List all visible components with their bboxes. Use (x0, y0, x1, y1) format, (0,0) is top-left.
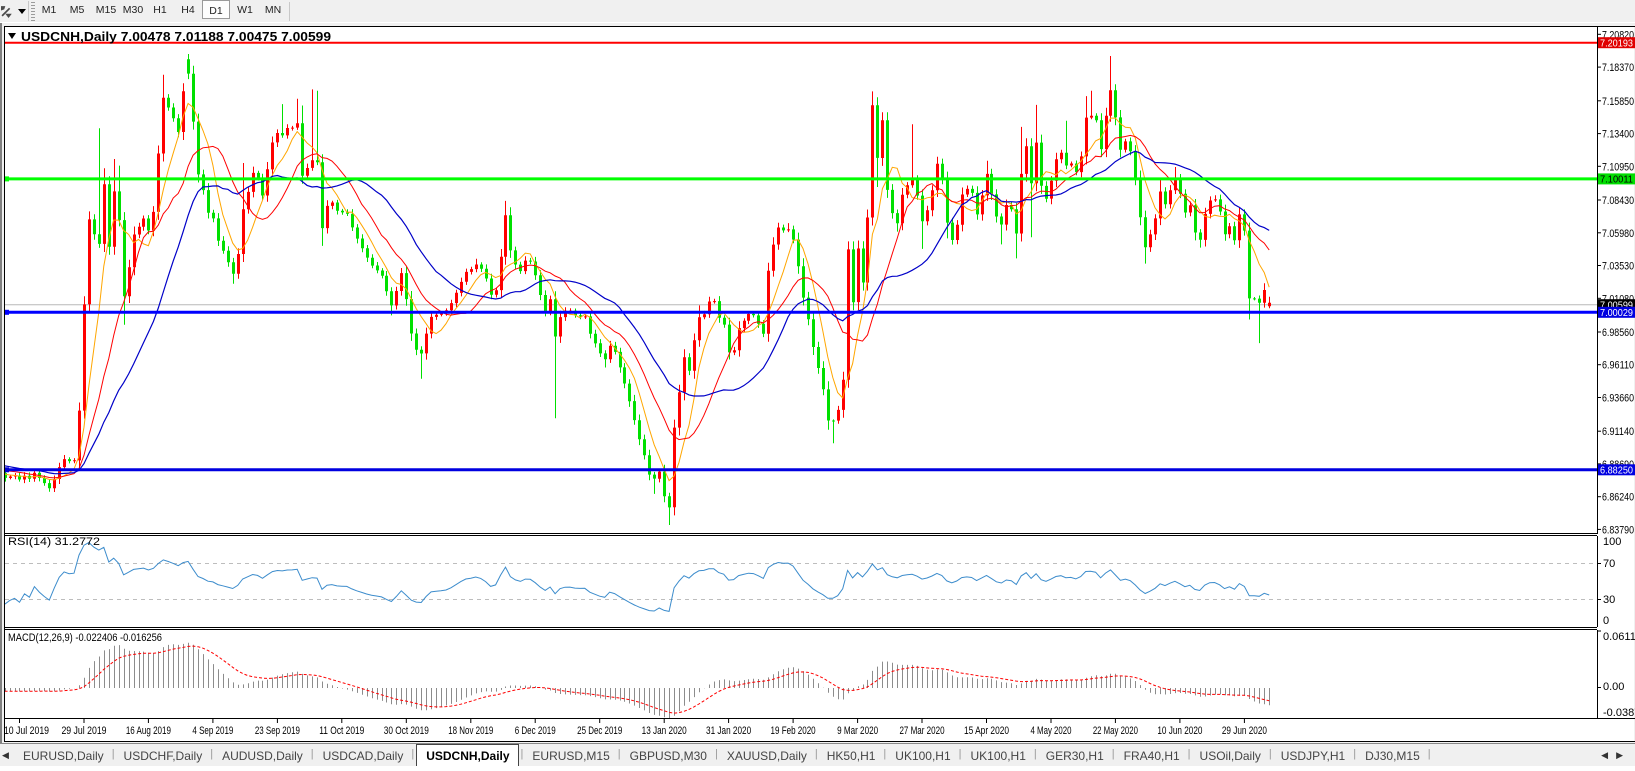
svg-text:10 Jul 2019: 10 Jul 2019 (4, 725, 49, 737)
svg-text:7.03530: 7.03530 (1602, 261, 1634, 273)
svg-text:100: 100 (1603, 536, 1621, 548)
svg-text:6.83790: 6.83790 (1602, 524, 1634, 536)
svg-text:6.88250: 6.88250 (1600, 465, 1633, 477)
svg-text:7.00029: 7.00029 (1600, 307, 1633, 319)
svg-text:29 Jun 2020: 29 Jun 2020 (1222, 725, 1267, 737)
svg-text:7.18370: 7.18370 (1602, 62, 1634, 74)
svg-text:18 Nov 2019: 18 Nov 2019 (448, 725, 493, 737)
svg-text:13 Jan 2020: 13 Jan 2020 (642, 725, 687, 737)
svg-text:0.061119: 0.061119 (1603, 631, 1635, 643)
svg-text:11 Oct 2019: 11 Oct 2019 (319, 725, 364, 737)
svg-text:25 Dec 2019: 25 Dec 2019 (577, 725, 622, 737)
svg-text:9 Mar 2020: 9 Mar 2020 (837, 725, 878, 737)
svg-text:6.93660: 6.93660 (1602, 393, 1634, 405)
svg-text:15 Apr 2020: 15 Apr 2020 (964, 725, 1009, 737)
svg-text:7.10950: 7.10950 (1602, 161, 1634, 173)
svg-text:7.08430: 7.08430 (1602, 195, 1634, 207)
svg-text:23 Sep 2019: 23 Sep 2019 (255, 725, 300, 737)
svg-text:USDCNH,Daily 7.00478 7.01188: USDCNH,Daily 7.00478 7.01188 7.00475 7.0… (21, 30, 331, 44)
svg-text:7.20193: 7.20193 (1600, 38, 1633, 50)
svg-text:70: 70 (1603, 558, 1615, 570)
svg-text:30 Oct 2019: 30 Oct 2019 (384, 725, 429, 737)
svg-text:31 Jan 2020: 31 Jan 2020 (706, 725, 751, 737)
svg-text:16 Aug 2019: 16 Aug 2019 (126, 725, 171, 737)
svg-text:19 Feb 2020: 19 Feb 2020 (771, 725, 816, 737)
svg-text:6.91140: 6.91140 (1602, 426, 1634, 438)
svg-text:-0.03877: -0.03877 (1603, 707, 1635, 719)
svg-text:6.96110: 6.96110 (1602, 360, 1634, 372)
svg-text:7.13400: 7.13400 (1602, 129, 1634, 141)
svg-text:30: 30 (1603, 594, 1615, 606)
svg-text:4 Sep 2019: 4 Sep 2019 (192, 725, 233, 737)
svg-text:RSI(14) 31.2772: RSI(14) 31.2772 (8, 536, 100, 548)
svg-text:7.15850: 7.15850 (1602, 96, 1634, 108)
svg-text:7.05980: 7.05980 (1602, 228, 1634, 240)
svg-text:27 Mar 2020: 27 Mar 2020 (899, 725, 944, 737)
svg-text:7.10011: 7.10011 (1600, 174, 1633, 186)
svg-text:6 Dec 2019: 6 Dec 2019 (515, 725, 556, 737)
svg-text:6.98560: 6.98560 (1602, 327, 1634, 339)
svg-text:6.86240: 6.86240 (1602, 492, 1634, 504)
svg-text:MACD(12,26,9) -0.022406 -0.016: MACD(12,26,9) -0.022406 -0.016256 (8, 632, 162, 644)
svg-text:0: 0 (1603, 615, 1609, 627)
svg-text:10 Jun 2020: 10 Jun 2020 (1157, 725, 1202, 737)
svg-text:4 May 2020: 4 May 2020 (1031, 725, 1072, 737)
svg-text:0.00: 0.00 (1603, 681, 1624, 693)
svg-text:29 Jul 2019: 29 Jul 2019 (61, 725, 106, 737)
svg-text:22 May 2020: 22 May 2020 (1093, 725, 1138, 737)
